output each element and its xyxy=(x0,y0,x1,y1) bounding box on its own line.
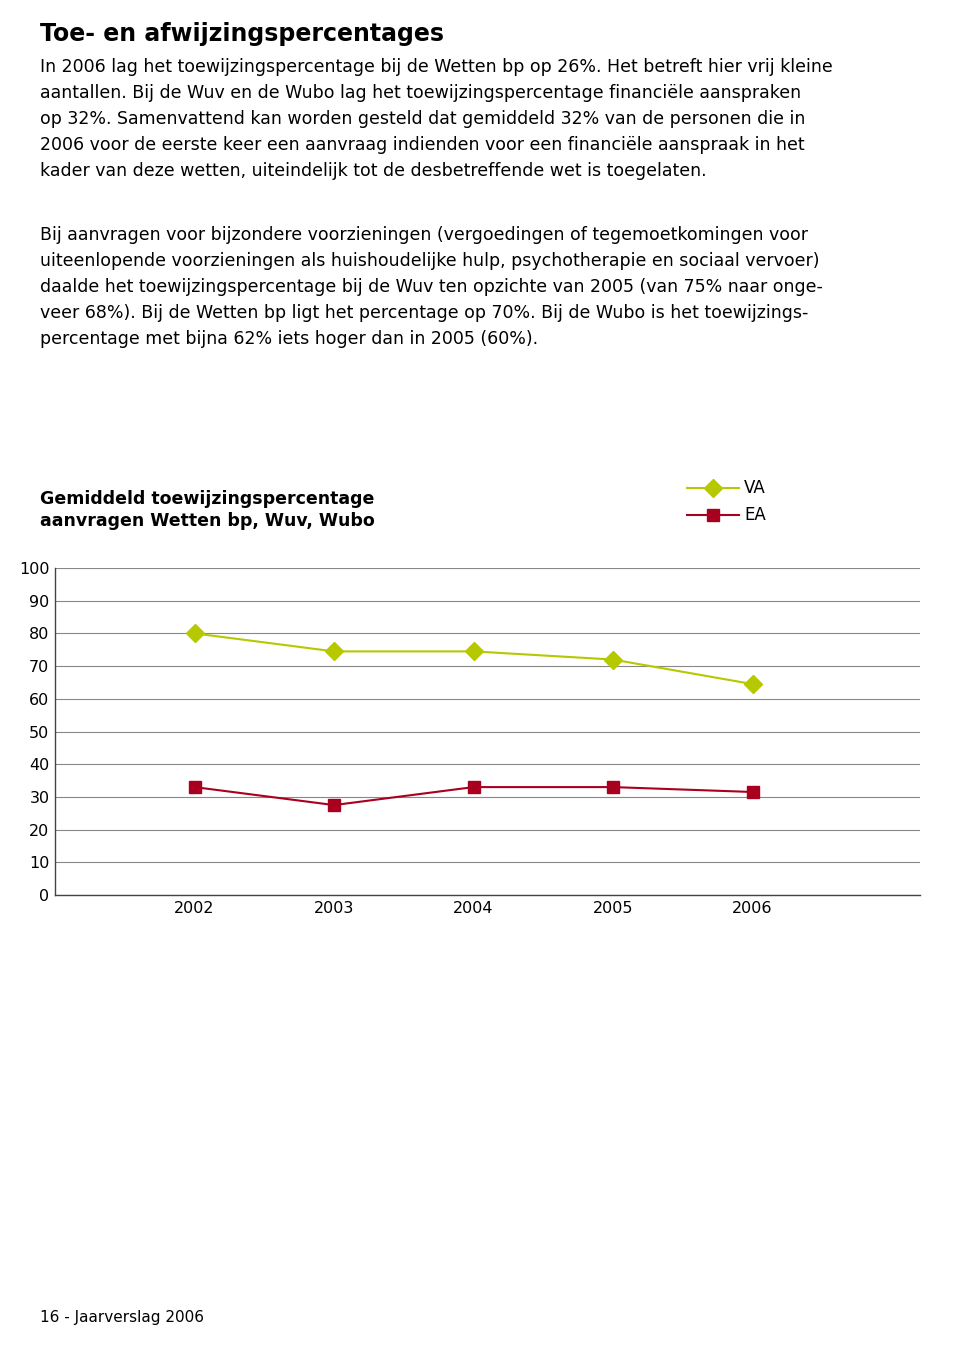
Text: Bij aanvragen voor bijzondere voorzieningen (vergoedingen of tegemoetkomingen vo: Bij aanvragen voor bijzondere voorzienin… xyxy=(40,226,808,244)
Text: EA: EA xyxy=(744,506,766,524)
Text: 16 - Jaarverslag 2006: 16 - Jaarverslag 2006 xyxy=(40,1310,204,1325)
Text: In 2006 lag het toewijzingspercentage bij de Wetten bp op 26%. Het betreft hier : In 2006 lag het toewijzingspercentage bi… xyxy=(40,58,833,75)
Text: op 32%. Samenvattend kan worden gesteld dat gemiddeld 32% van de personen die in: op 32%. Samenvattend kan worden gesteld … xyxy=(40,111,805,128)
Text: Gemiddeld toewijzingspercentage: Gemiddeld toewijzingspercentage xyxy=(40,491,374,508)
Text: daalde het toewijzingspercentage bij de Wuv ten opzichte van 2005 (van 75% naar : daalde het toewijzingspercentage bij de … xyxy=(40,278,823,297)
Text: Toe- en afwijzingspercentages: Toe- en afwijzingspercentages xyxy=(40,22,444,46)
Text: aanvragen Wetten bp, Wuv, Wubo: aanvragen Wetten bp, Wuv, Wubo xyxy=(40,512,375,530)
Text: kader van deze wetten, uiteindelijk tot de desbetreffende wet is toegelaten.: kader van deze wetten, uiteindelijk tot … xyxy=(40,162,707,181)
Text: percentage met bijna 62% iets hoger dan in 2005 (60%).: percentage met bijna 62% iets hoger dan … xyxy=(40,330,539,348)
Text: VA: VA xyxy=(744,479,766,496)
Text: veer 68%). Bij de Wetten bp ligt het percentage op 70%. Bij de Wubo is het toewi: veer 68%). Bij de Wetten bp ligt het per… xyxy=(40,305,808,322)
Text: aantallen. Bij de Wuv en de Wubo lag het toewijzingspercentage financiële aanspr: aantallen. Bij de Wuv en de Wubo lag het… xyxy=(40,84,802,102)
Text: 2006 voor de eerste keer een aanvraag indienden voor een financiële aanspraak in: 2006 voor de eerste keer een aanvraag in… xyxy=(40,136,804,154)
Text: uiteenlopende voorzieningen als huishoudelijke hulp, psychotherapie en sociaal v: uiteenlopende voorzieningen als huishoud… xyxy=(40,252,820,270)
